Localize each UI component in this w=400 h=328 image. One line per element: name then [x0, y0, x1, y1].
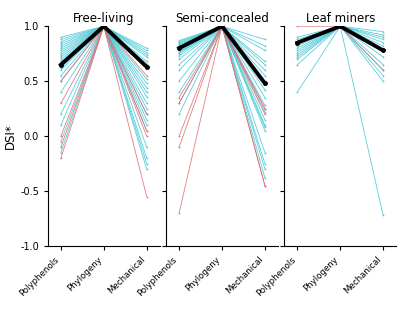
Title: Semi-concealed: Semi-concealed: [175, 12, 269, 25]
Title: Leaf miners: Leaf miners: [306, 12, 375, 25]
Title: Free-living: Free-living: [73, 12, 134, 25]
Y-axis label: DSI*: DSI*: [4, 123, 17, 149]
